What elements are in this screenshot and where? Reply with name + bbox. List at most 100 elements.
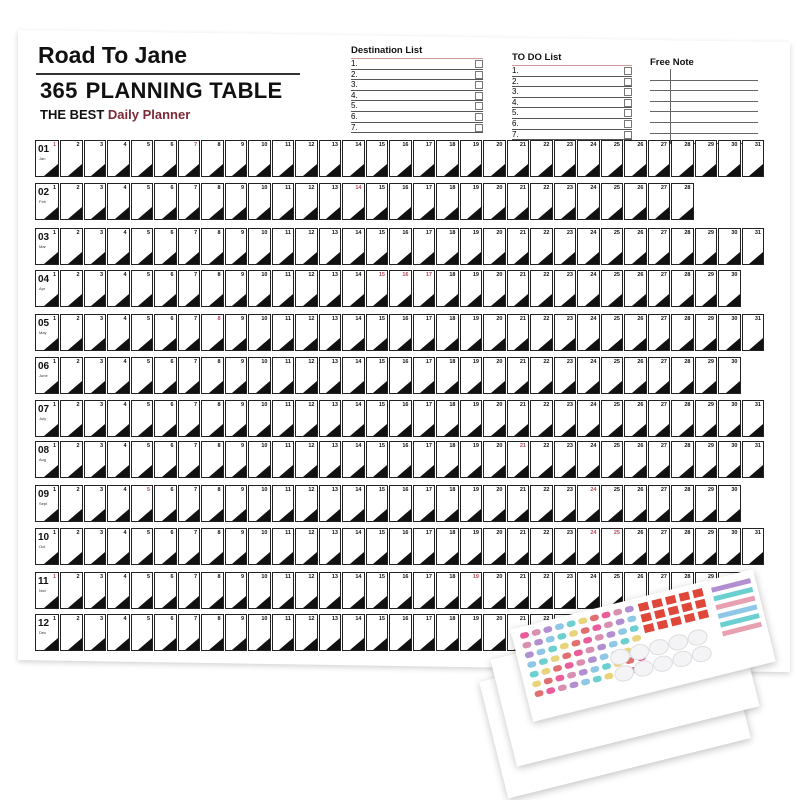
day-cell[interactable]: 3 [83, 400, 106, 437]
day-cell[interactable]: 6 [154, 183, 177, 220]
day-cell[interactable]: 16 [389, 357, 412, 394]
day-cell[interactable]: 24 [577, 572, 600, 609]
checkbox[interactable] [624, 109, 632, 118]
list-item[interactable]: 7. [512, 130, 632, 141]
day-cell[interactable]: 3 [83, 140, 106, 177]
day-cell[interactable]: 3 [83, 270, 106, 307]
day-cell[interactable]: 13 [318, 614, 341, 651]
day-cell[interactable]: 3 [83, 357, 106, 394]
day-cell[interactable]: 25 [600, 314, 623, 351]
day-cell[interactable]: 29 [694, 528, 717, 565]
day-cell[interactable]: 3 [83, 528, 106, 565]
day-cell[interactable]: 25 [600, 441, 623, 478]
day-cell[interactable]: 5 [130, 400, 153, 437]
day-cell[interactable]: 13 [318, 528, 341, 565]
day-cell[interactable]: 15 [365, 528, 388, 565]
day-cell[interactable]: 7 [177, 400, 200, 437]
checkbox[interactable] [624, 88, 632, 97]
day-cell[interactable]: 18 [436, 270, 459, 307]
day-cell[interactable]: 26 [624, 357, 647, 394]
day-cell[interactable]: 15 [365, 314, 388, 351]
day-cell[interactable]: 12 [295, 400, 318, 437]
day-cell[interactable]: 2 [60, 228, 83, 265]
day-cell[interactable]: 8 [201, 228, 224, 265]
day-cell[interactable]: 18 [436, 572, 459, 609]
day-cell[interactable]: 24 [577, 528, 600, 565]
day-cell[interactable]: 30 [718, 441, 741, 478]
day-cell[interactable]: 29 [694, 400, 717, 437]
day-cell[interactable]: 7 [177, 270, 200, 307]
day-cell[interactable]: 21 [506, 314, 529, 351]
day-cell[interactable]: 3 [83, 614, 106, 651]
day-cell[interactable]: 11 [271, 528, 294, 565]
list-item[interactable]: 5. [351, 101, 483, 112]
day-cell[interactable]: 8 [201, 528, 224, 565]
day-cell[interactable]: 24 [577, 270, 600, 307]
day-cell[interactable]: 15 [365, 485, 388, 522]
day-cell[interactable]: 2 [60, 183, 83, 220]
day-cell[interactable]: 18 [436, 441, 459, 478]
day-cell[interactable]: 27 [647, 528, 670, 565]
day-cell[interactable]: 06 June 1 [35, 357, 59, 394]
day-cell[interactable]: 17 [412, 183, 435, 220]
day-cell[interactable]: 25 [600, 228, 623, 265]
day-cell[interactable]: 6 [154, 270, 177, 307]
day-cell[interactable]: 2 [60, 140, 83, 177]
day-cell[interactable]: 23 [553, 572, 576, 609]
day-cell[interactable]: 16 [389, 183, 412, 220]
day-cell[interactable]: 17 [412, 400, 435, 437]
day-cell[interactable]: 5 [130, 314, 153, 351]
day-cell[interactable]: 12 [295, 183, 318, 220]
day-cell[interactable]: 20 [483, 572, 506, 609]
day-cell[interactable]: 26 [624, 183, 647, 220]
day-cell[interactable]: 17 [412, 614, 435, 651]
day-cell[interactable]: 16 [389, 572, 412, 609]
day-cell[interactable]: 27 [647, 140, 670, 177]
day-cell[interactable]: 25 [600, 270, 623, 307]
day-cell[interactable]: 19 [459, 400, 482, 437]
day-cell[interactable]: 05 May 1 [35, 314, 59, 351]
day-cell[interactable]: 28 [671, 400, 694, 437]
day-cell[interactable]: 27 [647, 270, 670, 307]
list-item[interactable]: 2. [512, 77, 632, 88]
day-cell[interactable]: 19 [459, 485, 482, 522]
day-cell[interactable]: 26 [624, 228, 647, 265]
day-cell[interactable]: 4 [107, 228, 130, 265]
checkbox[interactable] [475, 70, 483, 79]
day-cell[interactable]: 12 [295, 614, 318, 651]
day-cell[interactable]: 30 [718, 357, 741, 394]
day-cell[interactable]: 6 [154, 441, 177, 478]
day-cell[interactable]: 27 [647, 183, 670, 220]
day-cell[interactable]: 10 [248, 357, 271, 394]
day-cell[interactable]: 10 [248, 314, 271, 351]
day-cell[interactable]: 17 [412, 528, 435, 565]
day-cell[interactable]: 16 [389, 614, 412, 651]
day-cell[interactable]: 07 July 1 [35, 400, 59, 437]
day-cell[interactable]: 08 Aug 1 [35, 441, 59, 478]
day-cell[interactable]: 29 [694, 485, 717, 522]
day-cell[interactable]: 21 [506, 528, 529, 565]
day-cell[interactable]: 17 [412, 140, 435, 177]
day-cell[interactable]: 15 [365, 270, 388, 307]
day-cell[interactable]: 23 [553, 441, 576, 478]
day-cell[interactable]: 15 [365, 183, 388, 220]
list-item[interactable] [650, 70, 758, 81]
day-cell[interactable]: 31 [741, 228, 764, 265]
day-cell[interactable]: 16 [389, 140, 412, 177]
day-cell[interactable]: 24 [577, 441, 600, 478]
day-cell[interactable]: 10 Oct 1 [35, 528, 59, 565]
day-cell[interactable]: 31 [741, 528, 764, 565]
day-cell[interactable]: 12 [295, 314, 318, 351]
day-cell[interactable]: 29 [694, 270, 717, 307]
day-cell[interactable]: 26 [624, 441, 647, 478]
day-cell[interactable]: 8 [201, 270, 224, 307]
day-cell[interactable]: 19 [459, 314, 482, 351]
day-cell[interactable]: 19 [459, 228, 482, 265]
day-cell[interactable]: 17 [412, 228, 435, 265]
day-cell[interactable]: 14 [342, 485, 365, 522]
day-cell[interactable]: 2 [60, 572, 83, 609]
day-cell[interactable]: 4 [107, 270, 130, 307]
day-cell[interactable]: 2 [60, 314, 83, 351]
day-cell[interactable]: 30 [718, 140, 741, 177]
day-cell[interactable]: 12 [295, 528, 318, 565]
